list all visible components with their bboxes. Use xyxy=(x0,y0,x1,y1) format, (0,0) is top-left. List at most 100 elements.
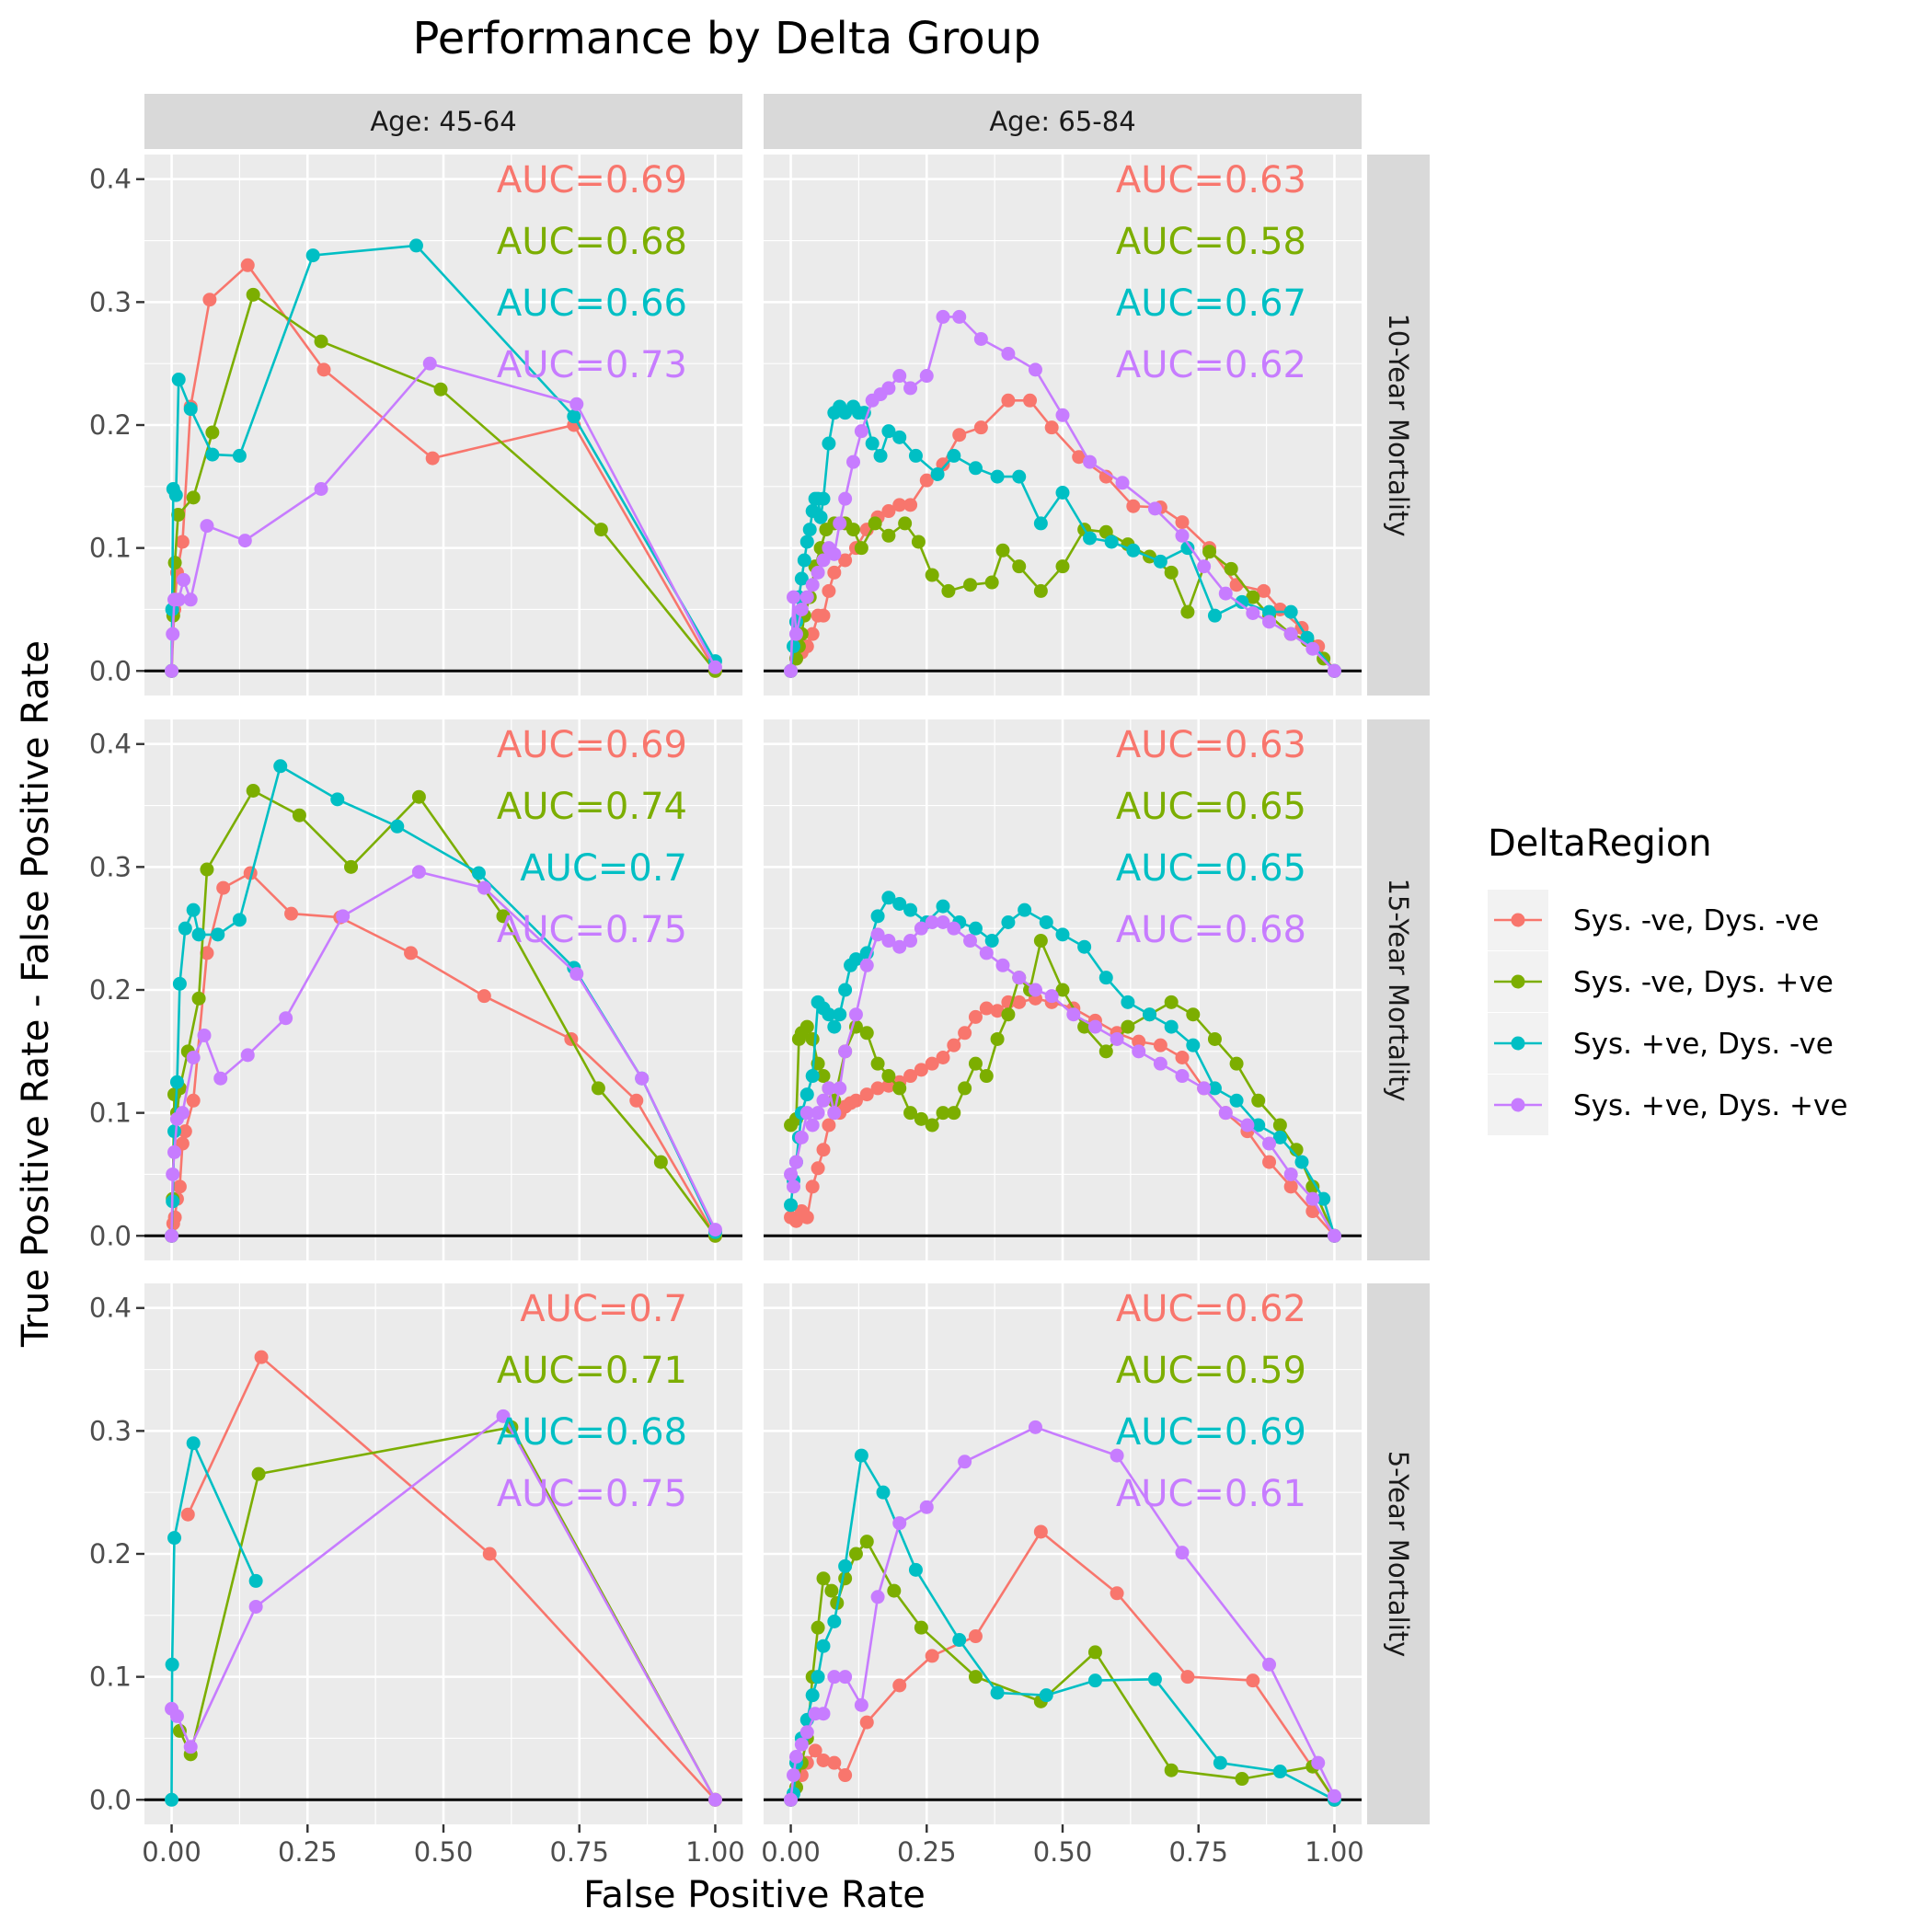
data-point xyxy=(1246,1673,1260,1688)
data-point xyxy=(482,1547,497,1561)
data-point xyxy=(1153,554,1167,569)
data-point xyxy=(496,909,511,924)
data-point xyxy=(797,553,811,568)
data-point xyxy=(811,565,825,580)
data-point xyxy=(211,927,225,942)
data-point xyxy=(892,896,907,911)
data-point xyxy=(1175,1546,1190,1560)
data-point xyxy=(200,519,214,534)
auc-label: AUC=0.59 xyxy=(1116,1350,1306,1392)
data-point xyxy=(816,1707,831,1721)
series-line xyxy=(170,244,717,672)
data-point xyxy=(1311,1755,1326,1770)
data-point xyxy=(1147,1672,1162,1686)
data-point xyxy=(854,541,868,556)
data-point xyxy=(1012,995,1027,1009)
data-point xyxy=(1147,501,1162,516)
data-point xyxy=(827,546,842,561)
data-point xyxy=(1028,1420,1042,1434)
data-point xyxy=(166,1167,180,1181)
data-point xyxy=(870,909,885,924)
data-point xyxy=(903,1069,918,1084)
data-point xyxy=(925,1118,939,1133)
data-point xyxy=(859,1087,874,1102)
data-point xyxy=(1218,1106,1233,1121)
data-point xyxy=(1153,1056,1167,1071)
data-point xyxy=(870,1056,885,1071)
data-point xyxy=(848,1093,863,1108)
data-point xyxy=(827,1670,842,1685)
data-point xyxy=(273,759,288,774)
data-point xyxy=(237,534,252,548)
x-tick-label: 1.00 xyxy=(685,1836,745,1868)
data-point xyxy=(799,1725,814,1740)
data-point xyxy=(822,1081,836,1096)
data-point xyxy=(1028,983,1042,997)
data-point xyxy=(213,1071,228,1086)
data-point xyxy=(1110,1031,1124,1046)
data-point xyxy=(1272,1118,1287,1133)
data-point xyxy=(1153,1038,1167,1052)
data-point xyxy=(984,934,999,949)
data-point xyxy=(1115,476,1130,490)
data-point xyxy=(784,1792,799,1807)
data-point xyxy=(1175,528,1190,543)
data-point xyxy=(881,1069,896,1084)
data-point xyxy=(1055,927,1070,942)
legend-label: Sys. +ve, Dys. +ve xyxy=(1573,1089,1847,1122)
data-point xyxy=(284,906,299,921)
data-point xyxy=(881,504,896,519)
data-point xyxy=(816,1093,831,1108)
data-point xyxy=(936,915,950,929)
data-point xyxy=(404,946,419,960)
auc-label: AUC=0.63 xyxy=(1116,159,1306,201)
data-point xyxy=(1164,995,1179,1009)
data-point xyxy=(925,1056,939,1071)
data-point xyxy=(1143,1007,1157,1022)
data-point xyxy=(794,1737,809,1752)
data-point xyxy=(167,1124,181,1139)
data-point xyxy=(979,1001,994,1016)
data-point xyxy=(200,862,214,877)
data-point xyxy=(787,1179,800,1194)
data-point xyxy=(799,1210,814,1225)
data-point xyxy=(1305,1179,1320,1194)
data-point xyxy=(963,934,978,949)
data-point xyxy=(305,248,320,263)
data-point xyxy=(995,543,1010,558)
data-point xyxy=(802,523,817,537)
legend-title: DeltaRegion xyxy=(1488,822,1712,865)
data-point xyxy=(411,789,426,804)
data-point xyxy=(1033,1524,1048,1539)
data-point xyxy=(1098,971,1113,985)
data-point xyxy=(569,967,584,982)
data-point xyxy=(166,627,180,641)
data-point xyxy=(635,1071,650,1086)
data-point xyxy=(279,1011,293,1026)
data-point xyxy=(165,1657,179,1672)
data-point xyxy=(846,454,860,469)
data-point xyxy=(1012,559,1027,574)
data-point xyxy=(816,1754,831,1768)
data-point xyxy=(1110,1448,1124,1463)
data-point xyxy=(979,1069,994,1084)
data-point xyxy=(168,488,183,502)
data-point xyxy=(1235,594,1249,609)
x-tick-label: 0.50 xyxy=(1033,1836,1093,1868)
data-point xyxy=(919,1500,934,1514)
data-point xyxy=(1305,1191,1320,1206)
data-point xyxy=(1327,1228,1341,1243)
row-strip xyxy=(1367,1283,1430,1824)
data-point xyxy=(1235,1772,1249,1787)
auc-label: AUC=0.65 xyxy=(1116,847,1306,890)
data-point xyxy=(1180,1670,1195,1685)
data-point xyxy=(827,565,842,580)
column-strip xyxy=(764,94,1362,149)
data-point xyxy=(811,1620,825,1635)
data-point xyxy=(1087,1645,1102,1660)
data-point xyxy=(787,1768,800,1783)
legend-key-point xyxy=(1511,913,1525,927)
data-point xyxy=(887,1583,902,1598)
data-point xyxy=(180,1507,195,1522)
data-point xyxy=(165,663,179,678)
